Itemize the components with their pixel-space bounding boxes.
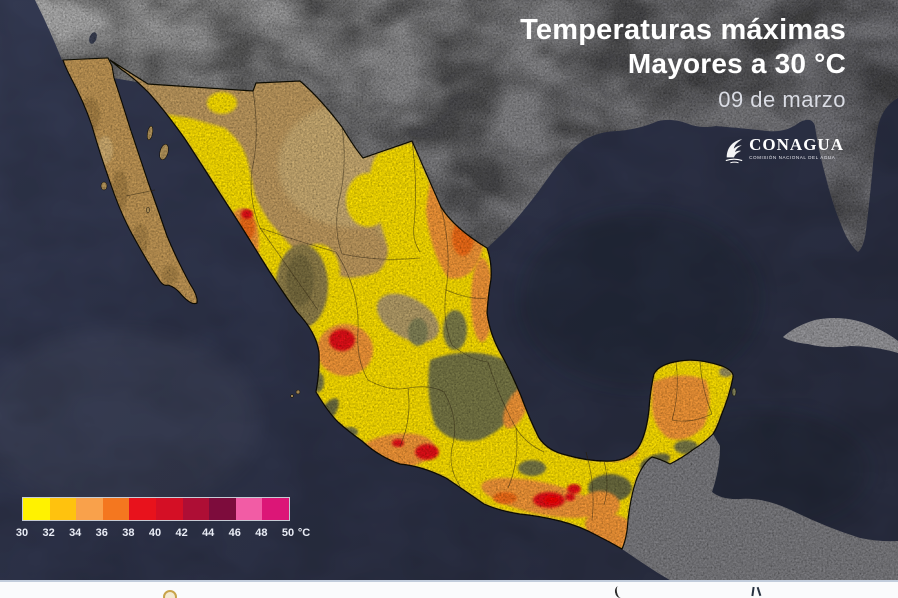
legend-swatch <box>209 498 236 520</box>
islands <box>100 125 737 398</box>
legend-swatch <box>76 498 103 520</box>
legend-tick-labels: 30 32 34 36 38 40 42 44 46 48 50 °C <box>16 527 342 541</box>
legend-tick-label: 42 <box>175 527 188 539</box>
legend-swatch <box>155 498 183 520</box>
legend-swatch <box>129 498 156 520</box>
legend-tick-label: 34 <box>69 527 82 539</box>
legend-color-bar <box>22 497 290 521</box>
page-subtitle: Mayores a 30 °C <box>627 48 846 79</box>
page-title: Temperaturas máximas <box>520 14 846 46</box>
map-header: Temperaturas máximas Mayores a 30 °C 09 … <box>520 13 846 113</box>
legend-tick-label: 38 <box>122 527 135 539</box>
date-label: 09 de marzo <box>718 87 846 112</box>
legend-tick-label: 36 <box>95 527 108 539</box>
footer-logo-fragment-mark <box>751 586 755 597</box>
footer-logo-fragment-mark <box>756 586 762 597</box>
legend-swatch <box>102 498 130 520</box>
legend-unit-label: °C <box>297 527 311 539</box>
conagua-subtitle: COMISIÓN NACIONAL DEL AGUA <box>749 155 836 160</box>
footer-strip <box>0 580 898 598</box>
conagua-wordmark: CONAGUA <box>749 135 844 154</box>
legend-tick-label: 48 <box>255 527 268 539</box>
footer-logo-fragment-curve <box>613 585 626 598</box>
legend-swatch <box>235 498 263 520</box>
legend-tick-label: 50 <box>281 527 295 539</box>
conagua-eagle-icon <box>724 136 744 171</box>
legend-swatch <box>262 498 289 520</box>
legend-tick-label: 40 <box>148 527 162 539</box>
footer-logo-fragment-gold <box>163 590 177 598</box>
salton-sea <box>89 32 97 44</box>
legend-tick-label: 46 <box>228 527 241 539</box>
legend-tick-label: 44 <box>202 527 215 539</box>
legend-swatch <box>182 498 210 520</box>
legend-swatch <box>23 498 50 520</box>
legend-swatch <box>49 498 77 520</box>
legend-tick-label: 32 <box>42 527 55 539</box>
state-boundaries <box>125 90 713 521</box>
conagua-logo: CONAGUA COMISIÓN NACIONAL DEL AGUA <box>724 136 844 171</box>
legend-tick-label: 30 <box>15 527 29 539</box>
temperature-legend: 30 32 34 36 38 40 42 44 46 48 50 °C <box>16 497 342 549</box>
